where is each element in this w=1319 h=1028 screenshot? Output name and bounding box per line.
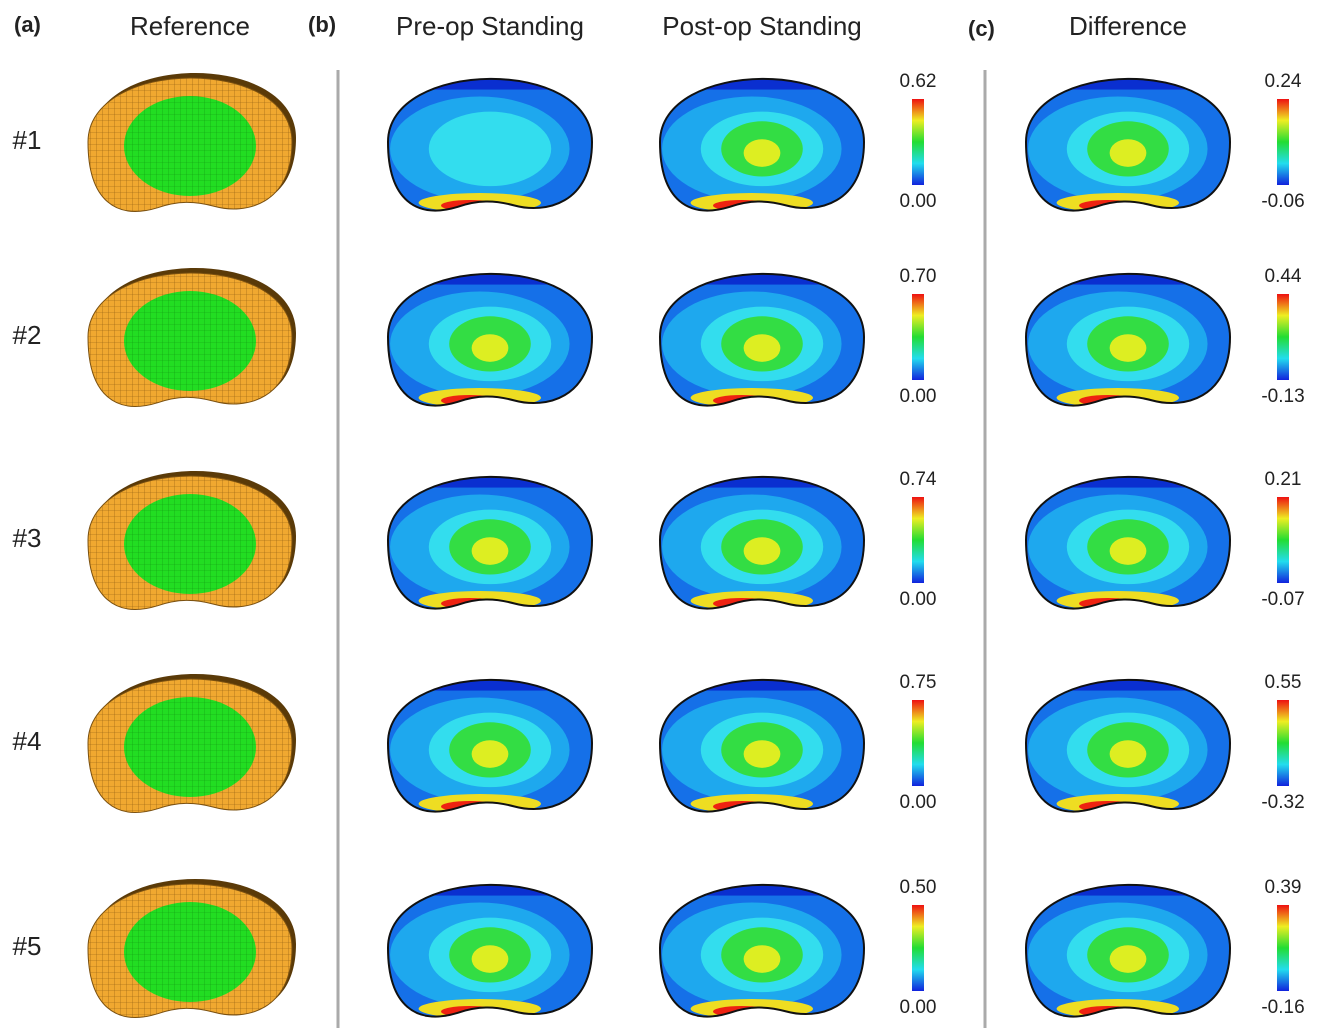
colorbar-min: 0.00: [900, 997, 937, 1018]
contour-band: [1026, 254, 1230, 284]
colorbar: [1277, 905, 1289, 991]
reference-nucleus: [124, 902, 256, 1002]
contour-plot: [1026, 457, 1230, 610]
colorbar-max: 0.70: [900, 266, 937, 287]
contour-band: [744, 537, 781, 565]
contour-band: [660, 254, 864, 284]
contour-band: [429, 112, 551, 187]
contour-plot: [388, 59, 592, 212]
colorbar: [912, 497, 924, 583]
colorbar-max: 0.39: [1265, 877, 1302, 898]
contour-band: [388, 865, 592, 895]
contour-band: [1110, 139, 1147, 167]
contour-band: [472, 945, 509, 973]
panel-label: (a): [14, 12, 41, 37]
colorbar-min: 0.00: [900, 386, 937, 407]
reference-nucleus: [124, 291, 256, 391]
reference-nucleus: [124, 96, 256, 196]
contour-band: [388, 254, 592, 284]
contour-band: [744, 945, 781, 973]
contour-band: [1110, 537, 1147, 565]
contour-band: [660, 59, 864, 89]
contour-band: [744, 334, 781, 362]
colorbar-min: -0.06: [1261, 191, 1304, 212]
row-label: #1: [13, 125, 42, 155]
reference-nucleus: [124, 494, 256, 594]
contour-band: [388, 59, 592, 89]
contour-band: [660, 865, 864, 895]
contour-band: [1026, 457, 1230, 487]
contour-band: [744, 740, 781, 768]
contour-plot: [1026, 254, 1230, 407]
contour-band: [744, 139, 781, 167]
contour-plot: [388, 254, 592, 407]
colorbar-min: 0.00: [900, 191, 937, 212]
contour-band: [1026, 660, 1230, 690]
colorbar-min: 0.00: [900, 589, 937, 610]
contour-band: [388, 660, 592, 690]
contour-plot: [388, 660, 592, 813]
colorbar: [1277, 294, 1289, 380]
colorbar-max: 0.75: [900, 672, 937, 693]
colorbar-max: 0.55: [1265, 672, 1302, 693]
contour-band: [1110, 945, 1147, 973]
row-label: #4: [13, 726, 42, 756]
contour-plot: [660, 457, 864, 610]
contour-band: [1026, 59, 1230, 89]
contour-plot: [660, 59, 864, 212]
colorbar-max: 0.44: [1265, 266, 1302, 287]
column-header: Difference: [1069, 11, 1187, 41]
contour-plot: [660, 660, 864, 813]
colorbar-min: -0.32: [1261, 792, 1304, 813]
colorbar-max: 0.62: [900, 71, 937, 92]
colorbar-min: -0.16: [1261, 997, 1304, 1018]
contour-band: [660, 660, 864, 690]
contour-band: [388, 457, 592, 487]
colorbar: [912, 99, 924, 185]
contour-band: [660, 457, 864, 487]
colorbar-max: 0.21: [1265, 469, 1302, 490]
panel-label: (b): [308, 12, 336, 37]
contour-plot: [1026, 660, 1230, 813]
column-header: Pre-op Standing: [396, 11, 584, 41]
column-header: Reference: [130, 11, 250, 41]
colorbar-max: 0.50: [900, 877, 937, 898]
colorbar-min: -0.13: [1261, 386, 1304, 407]
colorbar: [912, 700, 924, 786]
figure: (a) (b) (c) Reference Pre-op Standing Po…: [0, 0, 1319, 1028]
colorbar: [1277, 497, 1289, 583]
contour-band: [472, 740, 509, 768]
contour-band: [1110, 740, 1147, 768]
colorbar: [1277, 99, 1289, 185]
contour-plot: [1026, 865, 1230, 1018]
contour-plot: [388, 865, 592, 1018]
colorbar: [912, 294, 924, 380]
colorbar-max: 0.74: [900, 469, 937, 490]
colorbar-max: 0.24: [1265, 71, 1302, 92]
contour-band: [1026, 865, 1230, 895]
colorbar: [912, 905, 924, 991]
row-label: #3: [13, 523, 42, 553]
contour-plot: [660, 865, 864, 1018]
colorbar-min: 0.00: [900, 792, 937, 813]
contour-band: [1110, 334, 1147, 362]
colorbar-min: -0.07: [1261, 589, 1304, 610]
colorbar: [1277, 700, 1289, 786]
contour-plot: [388, 457, 592, 610]
panel-label: (c): [968, 16, 995, 41]
row-label: #5: [13, 931, 42, 961]
contour-plot: [660, 254, 864, 407]
contour-band: [472, 334, 509, 362]
reference-nucleus: [124, 697, 256, 797]
row-label: #2: [13, 320, 42, 350]
contour-band: [472, 537, 509, 565]
contour-plot: [1026, 59, 1230, 212]
column-header: Post-op Standing: [662, 11, 861, 41]
